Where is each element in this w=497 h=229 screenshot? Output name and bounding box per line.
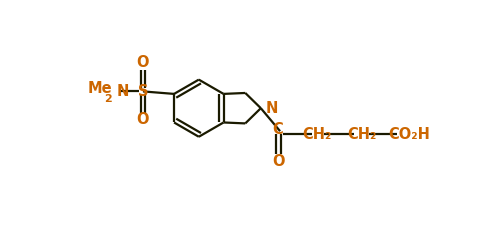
Text: 2: 2 xyxy=(104,94,112,104)
Text: CO₂H: CO₂H xyxy=(388,127,430,142)
Text: CH₂: CH₂ xyxy=(347,127,376,142)
Text: O: O xyxy=(137,112,149,128)
Text: C: C xyxy=(272,123,283,137)
Text: O: O xyxy=(272,154,284,169)
Text: O: O xyxy=(137,55,149,70)
Text: Me: Me xyxy=(87,82,112,96)
Text: N: N xyxy=(116,84,129,99)
Text: N: N xyxy=(265,101,277,116)
Text: CH₂: CH₂ xyxy=(302,127,331,142)
Text: S: S xyxy=(138,84,148,99)
